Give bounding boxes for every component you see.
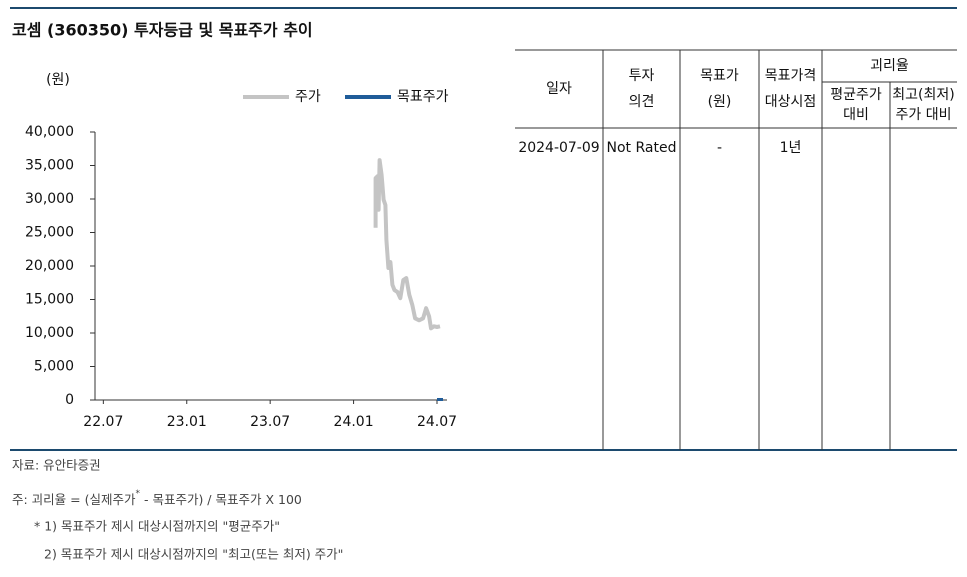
y-tick-label: 35,000 <box>25 158 74 174</box>
table-cell: 2024-07-09 <box>518 140 599 156</box>
y-unit: (원) <box>46 72 70 88</box>
x-tick-label: 24.07 <box>417 414 457 430</box>
header-cell: 최고(최저) <box>892 87 954 103</box>
y-tick-label: 15,000 <box>25 292 74 308</box>
y-tick-label: 30,000 <box>25 191 74 207</box>
price-line <box>373 158 441 331</box>
header-cell: 의견 <box>629 94 655 110</box>
note-part: - 목표주가) / 목표주가 X 100 <box>140 492 302 507</box>
x-tick-label: 22.07 <box>83 414 123 430</box>
header-cell: 주가 대비 <box>896 107 952 123</box>
note-item: 2) 목표주가 제시 대상시점까지의 "최고(또는 최저) 주가" <box>44 547 343 562</box>
note-part: 주: 괴리율 = (실제주가 <box>12 492 136 507</box>
legend-label: 주가 <box>295 89 321 105</box>
header-cell: 일자 <box>546 81 572 97</box>
y-tick-label: 5,000 <box>34 359 74 375</box>
y-tick-label: 0 <box>65 392 74 408</box>
y-tick-label: 40,000 <box>25 124 74 140</box>
header-cell: 대비 <box>843 107 869 123</box>
y-tick-label: 20,000 <box>25 258 74 274</box>
header-cell: 목표가격 <box>765 68 817 84</box>
x-tick-label: 23.01 <box>167 414 207 430</box>
note-star: * <box>135 489 140 499</box>
legend-label: 목표주가 <box>397 89 449 105</box>
table-cell: 1년 <box>780 140 802 156</box>
table-cell: Not Rated <box>607 140 677 156</box>
header-cell: (원) <box>708 94 732 110</box>
target-mark <box>436 398 443 401</box>
table-cell: - <box>717 140 722 156</box>
header-cell: 목표가 <box>700 68 739 84</box>
y-tick-label: 25,000 <box>25 225 74 241</box>
header-cell: 투자 <box>629 68 655 84</box>
header-cell: 평균주가 <box>830 87 882 103</box>
y-tick-label: 10,000 <box>25 325 74 341</box>
source: 자료: 유안타증권 <box>12 458 101 473</box>
note-item: * 1) 목표주가 제시 대상시점까지의 "평균주가" <box>34 519 280 534</box>
chart: (원) 0 5,000 10,000 15,000 20,000 25,000 30,000 3… <box>25 72 457 430</box>
x-tick-label: 23.07 <box>250 414 290 430</box>
page-title: 코셈 (360350) 투자등급 및 목표주가 추이 <box>12 21 313 40</box>
header-cell: 대상시점 <box>765 94 817 110</box>
x-tick-label: 24.01 <box>334 414 374 430</box>
header-group: 괴리율 <box>870 58 909 74</box>
note-formula: 주: 괴리율 = (실제주가* - 목표주가) / 목표주가 X 100 <box>12 489 302 507</box>
